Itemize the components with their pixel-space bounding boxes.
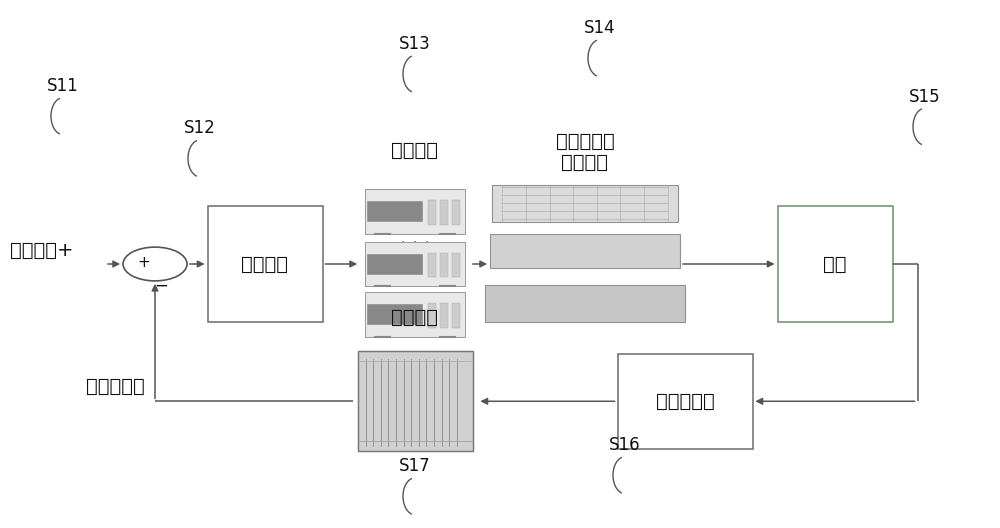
Text: −: −	[154, 277, 168, 295]
Text: S16: S16	[609, 436, 641, 454]
FancyBboxPatch shape	[358, 351, 473, 451]
FancyBboxPatch shape	[367, 253, 422, 274]
Text: 数采仪器: 数采仪器	[392, 308, 438, 327]
FancyBboxPatch shape	[618, 354, 753, 449]
FancyBboxPatch shape	[367, 201, 422, 221]
FancyBboxPatch shape	[492, 185, 678, 222]
Text: 实际测量值: 实际测量值	[86, 377, 145, 396]
FancyBboxPatch shape	[428, 303, 436, 327]
Text: S15: S15	[909, 88, 941, 106]
Text: S17: S17	[399, 457, 431, 475]
FancyBboxPatch shape	[440, 200, 448, 225]
FancyBboxPatch shape	[428, 253, 436, 277]
Text: S13: S13	[399, 35, 431, 53]
FancyBboxPatch shape	[452, 200, 460, 225]
FancyBboxPatch shape	[428, 200, 436, 225]
Text: S12: S12	[184, 119, 216, 137]
Text: 程控电源: 程控电源	[392, 141, 438, 159]
FancyBboxPatch shape	[440, 303, 448, 327]
FancyBboxPatch shape	[440, 253, 448, 277]
Text: S11: S11	[47, 77, 79, 95]
FancyBboxPatch shape	[365, 189, 465, 233]
Text: 温度传感器: 温度传感器	[656, 392, 714, 411]
FancyBboxPatch shape	[778, 206, 893, 322]
FancyBboxPatch shape	[365, 242, 465, 286]
FancyBboxPatch shape	[452, 253, 460, 277]
Text: 控制目标+: 控制目标+	[10, 241, 74, 260]
FancyBboxPatch shape	[208, 206, 322, 322]
FancyBboxPatch shape	[485, 285, 685, 322]
FancyBboxPatch shape	[452, 303, 460, 327]
Text: +: +	[137, 255, 150, 270]
FancyBboxPatch shape	[365, 291, 465, 337]
Text: 天线: 天线	[823, 254, 847, 274]
Text: 吸波外热流: 吸波外热流	[556, 131, 614, 150]
FancyBboxPatch shape	[490, 233, 680, 268]
Text: ·  ·  ·: · · ·	[401, 237, 429, 249]
Text: 模拟系统: 模拟系统	[562, 153, 608, 172]
FancyBboxPatch shape	[367, 304, 422, 324]
Text: 控制算法: 控制算法	[242, 254, 288, 274]
Text: S14: S14	[584, 19, 616, 37]
